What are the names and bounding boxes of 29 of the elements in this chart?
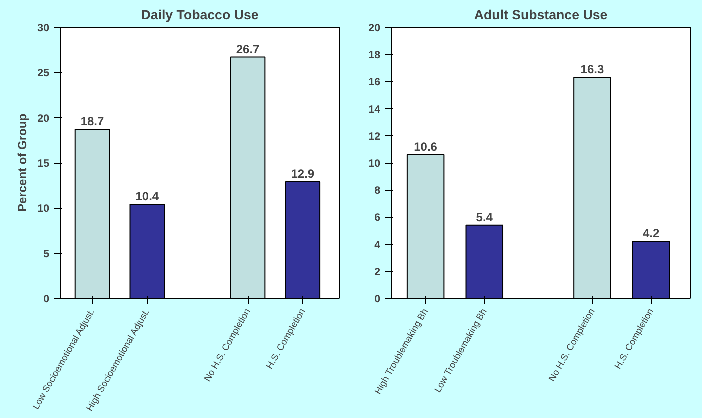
y-tick-label: 20: [38, 112, 50, 125]
y-tick-label: 12: [368, 130, 381, 143]
y-tick-label: 0: [44, 294, 50, 306]
y-tick-label: 4: [374, 239, 381, 252]
y-tick-label: 15: [38, 158, 50, 170]
y-tick-label: 0: [374, 294, 381, 306]
y-tick-label: 30: [38, 22, 50, 34]
data-label: 18.7: [80, 114, 105, 129]
y-tick-label: 25: [38, 68, 50, 80]
y-tick-label: 8: [374, 185, 381, 198]
data-label: 4.2: [642, 226, 660, 241]
data-label: 16.3: [580, 62, 604, 77]
data-label: 10.4: [136, 190, 160, 204]
y-tick-label: 2: [374, 266, 381, 278]
y-tick-label: 5: [44, 248, 50, 260]
data-label: 12.9: [291, 166, 315, 181]
chart-title: Daily Tobacco Use: [141, 8, 259, 22]
y-tick-label: 10: [38, 203, 50, 216]
y-tick-label: 18: [368, 50, 381, 62]
y-tick-label: 16: [368, 76, 381, 89]
y-tick-label: 14: [368, 104, 381, 116]
data-label: 10.6: [414, 140, 438, 154]
y-tick-label: 10: [368, 158, 381, 170]
y-tick-label: 6: [374, 212, 381, 224]
data-label: 5.4: [476, 210, 494, 224]
y-tick-label: 20: [368, 22, 381, 34]
chart-title: Adult Substance Use: [474, 8, 608, 22]
data-label: 26.7: [236, 42, 260, 56]
y-axis-title: Percent of Group: [16, 114, 30, 212]
